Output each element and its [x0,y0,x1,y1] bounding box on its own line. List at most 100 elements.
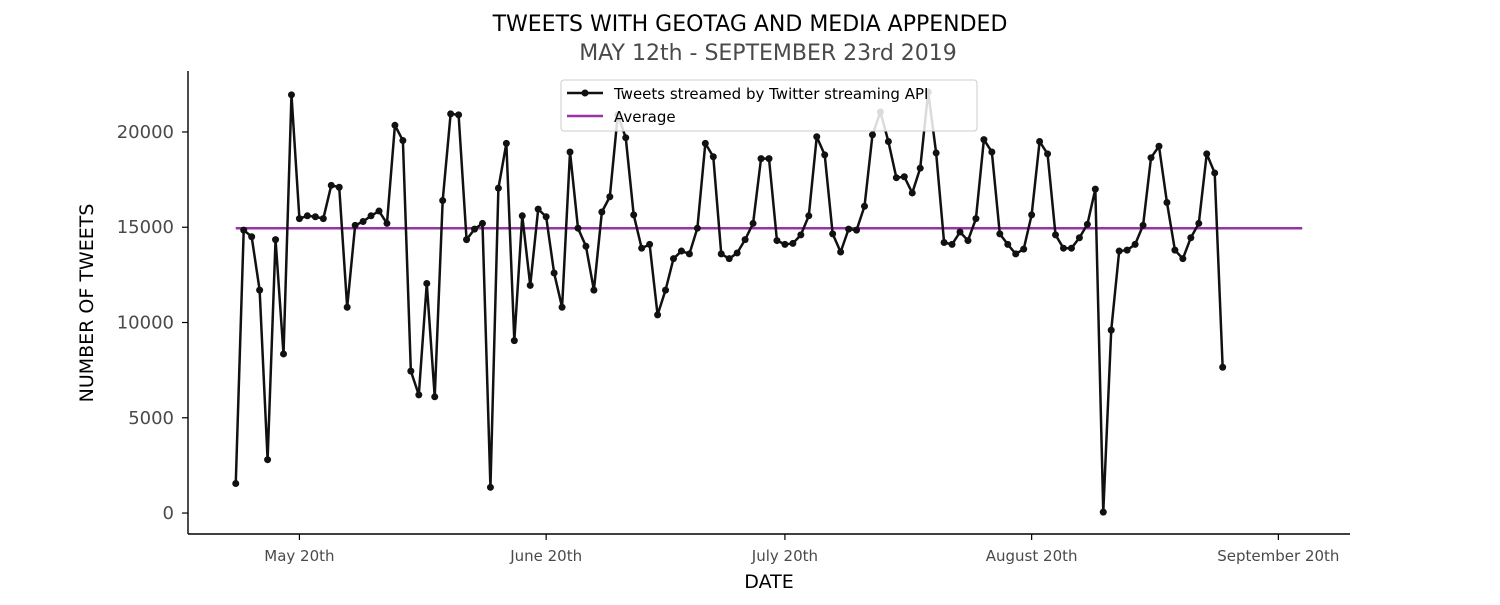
legend-tweets-marker [581,89,589,97]
tweets-data-point [367,212,375,220]
tweets-data-point [439,197,447,205]
tweets-data-point [789,239,797,247]
tweets-data-point [980,136,988,144]
tweets-data-point [693,224,701,232]
tweets-data-point [1059,244,1067,252]
tweets-data-point [868,131,876,139]
tweets-data-point [1147,154,1155,162]
y-tick-label: 15000 [117,217,174,238]
tweets-data-point [829,230,837,238]
tweets-data-point [1036,138,1044,145]
tweets-data-point [861,202,869,210]
tweets-data-point [741,236,749,244]
tweets-data-point [948,240,956,248]
tweets-data-point [1099,508,1107,516]
tweets-data-point [709,153,717,161]
tweets-data-point [598,208,606,216]
tweets-data-point [622,134,630,142]
tweets-data-point [892,174,900,182]
tweets-data-point [765,155,773,163]
tweets-data-point [455,111,463,119]
tweets-data-point [1163,198,1171,206]
tweets-data-point [558,303,566,311]
tweets-data-point [1004,240,1012,248]
tweets-data-point [526,281,534,289]
tweets-data-point [566,148,574,156]
y-tick-label: 0 [163,503,174,524]
tweets-data-point [972,215,980,223]
tweets-data-point [423,279,431,287]
tweets-data-point [351,221,359,229]
chart-subtitle: MAY 12th - SEPTEMBER 23rd 2019 [579,41,957,66]
tweets-data-point [805,212,813,220]
tweets-data-point [1211,169,1219,177]
tweets-data-point [1091,185,1099,193]
tweets-data-point [582,242,590,250]
tweets-data-point [256,286,264,294]
tweets-data-point [240,226,248,234]
x-ticks: May 20th June 20th July 20th August 20th Sep… [264,534,1339,565]
tweets-data-point [669,255,677,263]
tweets-data-point [1179,255,1187,263]
tweets-data-point [319,215,327,223]
x-tick-label: September 20th [1217,547,1339,565]
tweets-data-point [685,250,693,258]
tweets-data-point [884,138,892,145]
tweets-data-point [272,236,280,244]
tweets-data-point [821,151,829,159]
tweets-data-point [327,181,335,189]
tweets-data-point [1115,247,1123,255]
tweets-data-point [1075,234,1083,242]
y-axis-label: NUMBER OF TWEETS [76,204,98,403]
x-tick-label: July 20th [751,547,818,565]
legend: Tweets streamed by Twitter streaming API… [560,79,978,132]
tweets-data-point [853,226,861,234]
tweets-data-point [900,173,908,181]
tweets-data-point [1187,234,1195,242]
tweets-data-point [1219,363,1227,371]
tweets-data-point [701,139,709,147]
tweets-data-point [295,215,303,223]
tweets-data-point [494,184,502,192]
tweets-data-point [996,230,1004,238]
tweets-data-point [518,212,526,220]
tweets-data-point [733,249,741,257]
tweets-data-point [908,189,916,197]
tweets-data-point [502,139,510,147]
tweets-data-point [797,231,805,239]
tweets-data-point [431,393,439,401]
tweets-data-point [940,238,948,246]
tweets-data-point [287,91,295,99]
y-tick-label: 5000 [128,408,174,429]
tweets-data-point [916,164,924,172]
tweets-data-point [781,240,789,248]
tweets-data-point [845,225,853,233]
tweets-data-point [1123,246,1131,254]
y-ticks: 0 5000 10000 15000 20000 [117,122,188,524]
tweets-data-point [813,133,821,141]
tweets-data-point [646,240,654,248]
tweets-data-point [471,225,479,233]
tweets-data-point [407,367,415,375]
x-tick-label: June 20th [509,547,582,565]
tweets-data-point [677,247,685,255]
tweets-data-point [303,212,311,220]
tweets-data-point [264,456,272,464]
tweets-data-point [1083,220,1091,228]
tweets-data-point [1028,211,1036,219]
tweets-data-point [964,237,972,245]
x-tick-label: August 20th [986,547,1078,565]
tweets-data-point [1195,219,1203,227]
y-tick-label: 20000 [117,122,174,143]
tweets-data-point [717,250,725,258]
tweets-data-point [415,391,423,399]
tweets-data-point [932,149,940,157]
legend-box [560,79,978,132]
tweets-data-point [725,255,733,263]
tweets-data-point [280,350,288,358]
tweets-data-point [749,219,757,227]
tweets-data-point [335,183,343,191]
tweets-data-point [1012,250,1020,258]
